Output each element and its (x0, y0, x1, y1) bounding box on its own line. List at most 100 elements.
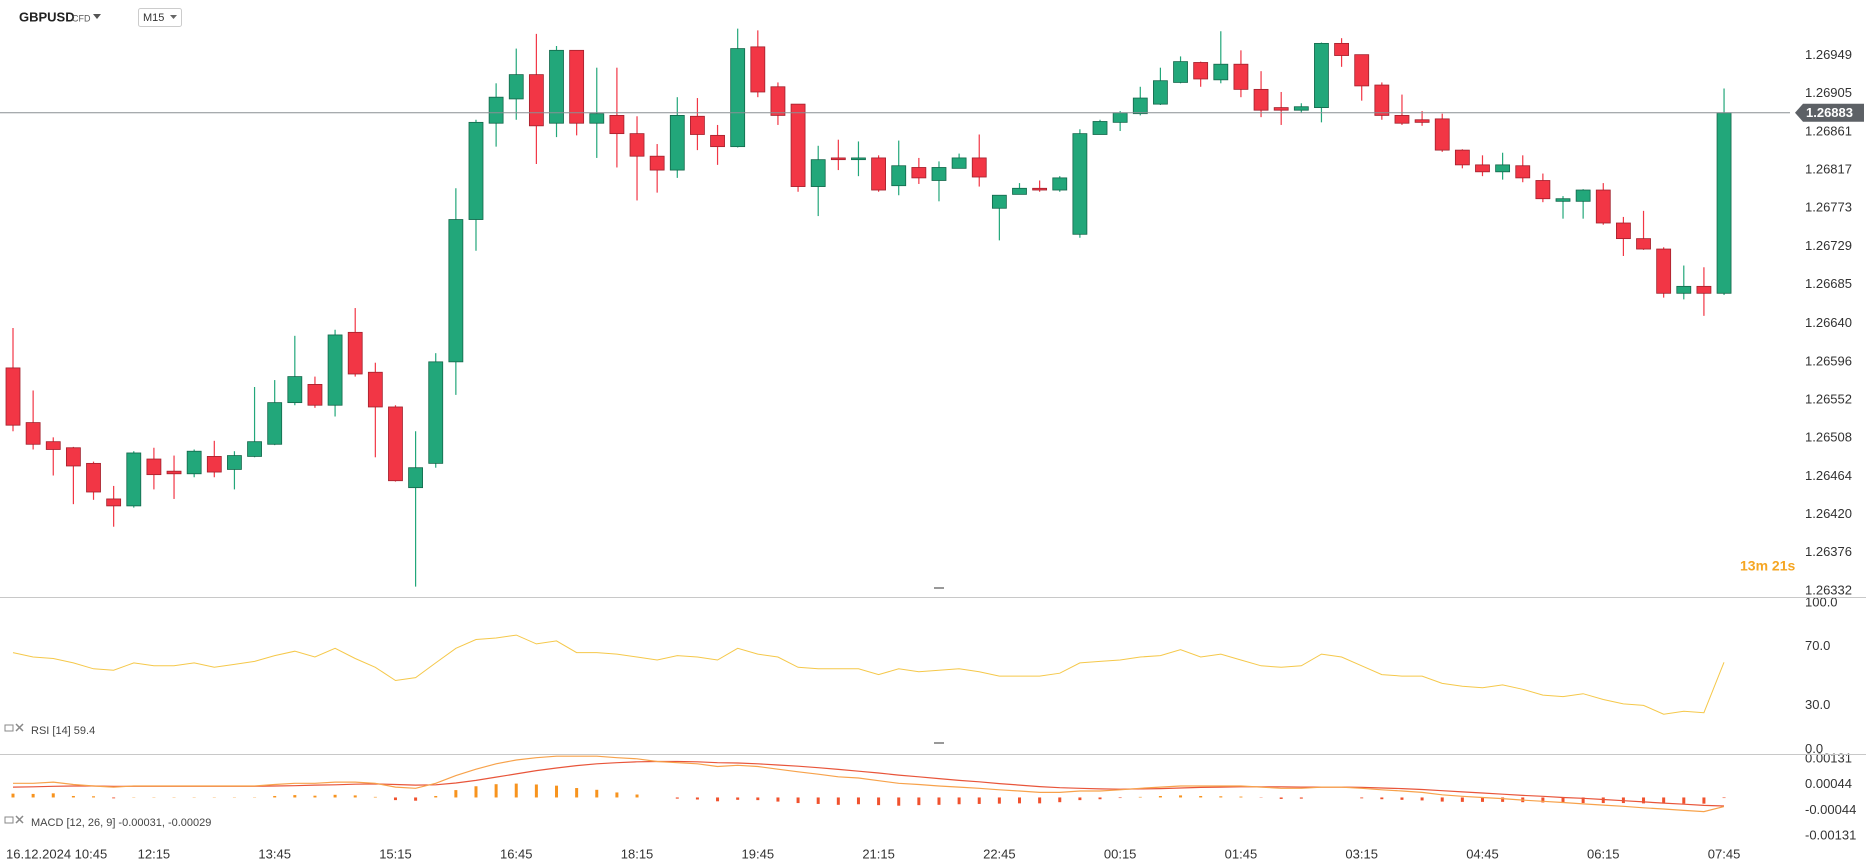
y-tick-label: 1.26464 (1805, 468, 1852, 483)
macd-histogram-bar (1219, 796, 1223, 798)
candle-body (528, 74, 544, 127)
timeframe-selector[interactable]: M15 (138, 8, 182, 27)
candle-body (25, 422, 41, 445)
candle-body (669, 115, 685, 171)
candle-body (1434, 118, 1450, 151)
y-tick-label: -0.00044 (1805, 802, 1856, 817)
timeframe: M15 (143, 12, 164, 24)
candle-body (1716, 112, 1732, 294)
macd-histogram-bar (373, 796, 377, 798)
macd-histogram-bar (1682, 797, 1686, 804)
macd-histogram-bar (293, 795, 297, 798)
candle-body (1273, 107, 1289, 111)
candle-body (1374, 84, 1390, 116)
resize-handle[interactable] (934, 587, 944, 589)
y-tick-label: 1.26861 (1805, 123, 1852, 138)
candle-body (1012, 187, 1027, 195)
macd-signal-line (12, 760, 1725, 807)
y-tick-label: 0.00044 (1805, 776, 1852, 791)
macd-histogram-bar (555, 785, 559, 798)
candle-body (448, 219, 464, 363)
y-tick-label: 1.26332 (1805, 582, 1852, 597)
candle-body (388, 406, 403, 482)
macd-histogram-bar (1158, 795, 1162, 798)
macd-histogram-bar (414, 797, 418, 801)
instrument-type: CFD (72, 13, 91, 23)
candle-body (911, 167, 927, 179)
symbol-selector[interactable]: GBPUSD CFD (19, 9, 101, 24)
candle-body (1676, 285, 1692, 294)
rsi-label: RSI [14] 59.4 (31, 725, 95, 737)
macd-histogram-bar (1299, 797, 1303, 799)
macd-histogram-bar (353, 795, 357, 798)
x-tick-label: 13:45 (258, 846, 291, 861)
candle-body (247, 441, 262, 457)
macd-histogram-bar (937, 797, 941, 805)
x-tick-label: 07:45 (1708, 846, 1741, 861)
y-tick-label: 1.26729 (1805, 238, 1852, 253)
candle-body (891, 165, 907, 187)
settings-icon[interactable] (4, 816, 14, 824)
macd-histogram-bar (1038, 797, 1042, 804)
y-tick-label: 1.26552 (1805, 391, 1852, 406)
macd-histogram-bar (333, 794, 337, 798)
candle-body (649, 155, 665, 171)
timeframe-box (138, 8, 182, 27)
macd-histogram-bar (1098, 797, 1102, 800)
x-tick-label: 12:15 (138, 846, 171, 861)
macd-histogram-bar (1460, 797, 1464, 802)
candle-body (1092, 121, 1108, 135)
resize-handle[interactable] (934, 742, 944, 744)
macd-histogram-bar (675, 797, 679, 799)
macd-histogram-bar (1118, 797, 1122, 799)
y-tick-label: 1.26596 (1805, 353, 1852, 368)
y-tick-label: 1.26773 (1805, 200, 1852, 215)
candle-body (1032, 187, 1048, 191)
candle-body (730, 48, 746, 148)
symbol: GBPUSD (19, 9, 75, 24)
candle-body (971, 157, 987, 178)
macd-histogram-bar (313, 795, 317, 798)
y-tick-label: 100.0 (1805, 594, 1838, 609)
macd-histogram-bar (1702, 797, 1706, 804)
macd-histogram-bar (917, 797, 921, 806)
macd-histogram-bar (1662, 797, 1666, 804)
x-tick-label: 04:45 (1466, 846, 1499, 861)
dropdown-arrow (170, 15, 177, 19)
macd-histogram-bar (977, 797, 981, 804)
macd-histogram-bar (716, 797, 720, 802)
macd-histogram-bar (1078, 797, 1082, 801)
candle-body (488, 96, 504, 124)
macd-histogram-bar (997, 797, 1001, 804)
settings-icon[interactable] (4, 724, 14, 732)
macd-histogram-bar (1642, 797, 1646, 804)
y-tick-label: 1.26905 (1805, 85, 1852, 100)
candle-body (1213, 63, 1229, 81)
marks-layer (0, 28, 1864, 813)
macd-histogram-bar (1561, 797, 1565, 803)
candle-body (931, 167, 947, 181)
macd-histogram-bar (474, 786, 478, 798)
macd-label: MACD [12, 26, 9] -0.00031, -0.00029 (31, 817, 211, 829)
macd-histogram-bar (575, 788, 579, 798)
x-tick-label: 01:45 (1225, 846, 1258, 861)
candle-body (1555, 198, 1571, 202)
candle-body (1636, 238, 1651, 250)
candle-body (1394, 115, 1410, 124)
rsi-line (12, 634, 1725, 715)
close-icon[interactable] (15, 723, 24, 732)
close-icon[interactable] (15, 815, 24, 824)
candle-body (468, 121, 484, 220)
x-tick-label: 03:15 (1345, 846, 1378, 861)
macd-histogram-bar (776, 797, 780, 802)
candle-body (1354, 54, 1370, 87)
candle-body (1454, 149, 1470, 166)
macd-histogram-bar (434, 795, 438, 798)
macd-histogram-bar (1179, 795, 1183, 798)
candle-body (1535, 180, 1551, 200)
candle-body (810, 159, 826, 187)
candle-body (750, 46, 766, 93)
candle-body (830, 157, 846, 161)
candle-body (327, 334, 343, 406)
